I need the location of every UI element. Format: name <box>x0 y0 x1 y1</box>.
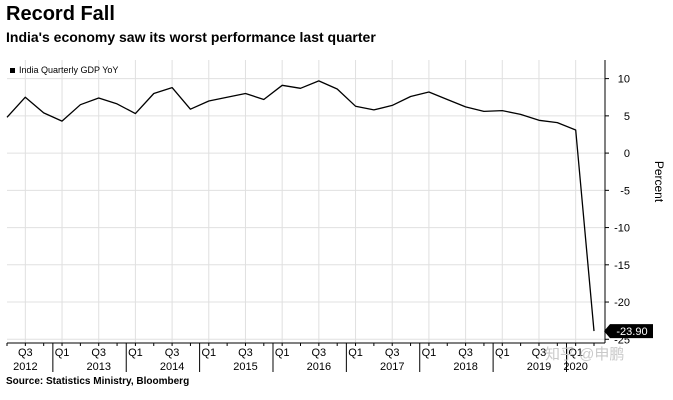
series-layer <box>6 80 595 332</box>
y-axis-title: Percent <box>652 161 666 203</box>
y-tick-label: 10 <box>618 74 630 86</box>
legend-label: India Quarterly GDP YoY <box>19 65 118 75</box>
x-year-label: 2013 <box>86 361 110 373</box>
y-tick-label: -20 <box>614 297 630 309</box>
x-tick-label: Q3 <box>165 347 180 359</box>
series-line-india-gdp <box>6 80 595 332</box>
callout-label: -23.90 <box>616 326 647 338</box>
grid-lines <box>7 60 605 343</box>
y-tick-label: -5 <box>620 185 630 197</box>
x-tick-label: Q3 <box>91 347 106 359</box>
callout-box <box>604 324 653 339</box>
watermark: 知乎 @申鹏 <box>545 346 625 363</box>
legend: India Quarterly GDP YoY <box>10 65 118 75</box>
x-year-label: 2014 <box>160 361 184 373</box>
legend-swatch <box>10 68 15 73</box>
source-note: Source: Statistics Ministry, Bloomberg <box>6 376 190 387</box>
last-value-callout: -23.90 <box>604 324 653 339</box>
x-tick-label: Q1 <box>128 347 143 359</box>
chart-title: Record Fall <box>6 3 115 25</box>
x-year-label: 2017 <box>380 361 404 373</box>
x-tick-label: Q1 <box>275 347 290 359</box>
y-tick-label: -10 <box>614 223 630 235</box>
x-tick-label: Q1 <box>495 347 510 359</box>
x-year-label: 2012 <box>13 361 37 373</box>
x-year-label: 2019 <box>527 361 551 373</box>
x-year-label: 2015 <box>233 361 257 373</box>
x-tick-label: Q3 <box>312 347 327 359</box>
x-tick-label: Q1 <box>568 347 583 359</box>
x-tick-label: Q3 <box>238 347 253 359</box>
x-year-label: 2016 <box>307 361 331 373</box>
y-tick-label: -15 <box>614 260 630 272</box>
x-year-label: 2018 <box>453 361 477 373</box>
x-tick-label: Q1 <box>348 347 363 359</box>
x-tick-label: Q1 <box>201 347 216 359</box>
y-tick-label: 5 <box>624 111 630 123</box>
x-tick-label: Q3 <box>385 347 400 359</box>
chart-subtitle: India's economy saw its worst performanc… <box>6 29 376 45</box>
x-tick-label: Q1 <box>422 347 437 359</box>
x-year-label: 2020 <box>563 361 587 373</box>
y-tick-label: 0 <box>624 148 630 160</box>
x-tick-label: Q1 <box>55 347 70 359</box>
x-tick-label: Q3 <box>18 347 33 359</box>
axes <box>6 60 609 372</box>
x-tick-label: Q3 <box>532 347 547 359</box>
x-tick-label: Q3 <box>458 347 473 359</box>
